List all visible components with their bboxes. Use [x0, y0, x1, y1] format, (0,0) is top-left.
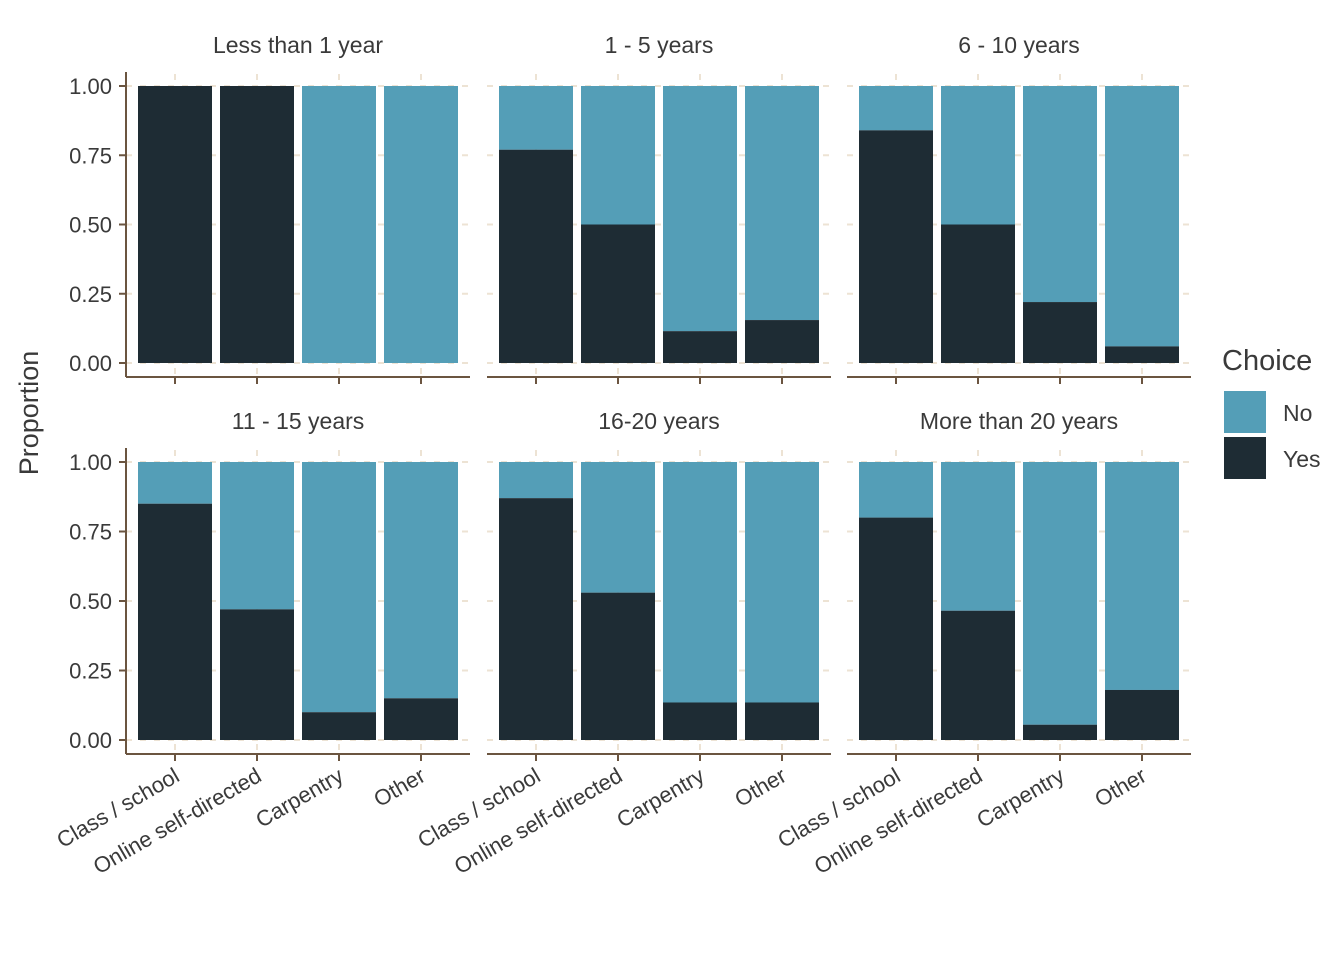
y-tick-label: 0.25 — [69, 282, 112, 307]
y-tick-label: 0.25 — [69, 659, 112, 684]
bar-yes — [859, 517, 933, 740]
bar-no — [220, 462, 294, 610]
bar-no — [581, 86, 655, 225]
facet-title: 1 - 5 years — [605, 32, 714, 58]
y-tick-label: 0.00 — [69, 728, 112, 753]
bar-no — [138, 462, 212, 504]
bar-yes — [941, 610, 1015, 740]
bar-no — [499, 86, 573, 150]
bar-yes — [581, 592, 655, 740]
bar-no — [859, 86, 933, 131]
bar-no — [302, 86, 376, 363]
bar-no — [581, 462, 655, 593]
bar-no — [859, 462, 933, 518]
x-tick-label: Other — [369, 763, 429, 812]
x-tick-label: Carpentry — [972, 763, 1068, 833]
bar-no — [384, 462, 458, 699]
bar-yes — [663, 331, 737, 363]
bar-yes — [1105, 346, 1179, 363]
bar-no — [384, 86, 458, 363]
legend-swatch — [1224, 437, 1266, 479]
bar-no — [1023, 462, 1097, 725]
y-tick-label: 0.75 — [69, 520, 112, 545]
legend-label: Yes — [1283, 446, 1321, 472]
bar-no — [941, 86, 1015, 225]
bar-no — [499, 462, 573, 499]
bar-yes — [1023, 724, 1097, 740]
bar-yes — [220, 86, 294, 363]
y-tick-label: 0.50 — [69, 213, 112, 238]
y-tick-label: 0.50 — [69, 589, 112, 614]
bar-no — [745, 462, 819, 703]
bar-yes — [663, 702, 737, 740]
x-tick-label: Carpentry — [251, 763, 347, 833]
bar-yes — [1023, 302, 1097, 363]
y-tick-label: 0.75 — [69, 143, 112, 168]
bar-yes — [745, 702, 819, 740]
bar-yes — [941, 224, 1015, 363]
legend-title: Choice — [1222, 345, 1312, 377]
bar-yes — [499, 149, 573, 363]
bar-no — [663, 86, 737, 332]
bar-no — [745, 86, 819, 321]
bar-yes — [138, 86, 212, 363]
bar-yes — [384, 698, 458, 740]
facet-title: 16-20 years — [598, 408, 719, 434]
facet-title: 11 - 15 years — [232, 408, 365, 434]
legend-label: No — [1283, 400, 1312, 426]
x-tick-label: Carpentry — [612, 763, 708, 833]
facet-title: 6 - 10 years — [958, 32, 1079, 58]
y-tick-label: 0.00 — [69, 351, 112, 376]
x-tick-label: Other — [730, 763, 790, 812]
bar-yes — [302, 712, 376, 740]
bar-yes — [745, 320, 819, 363]
bar-yes — [581, 224, 655, 363]
bar-no — [1105, 462, 1179, 690]
bar-no — [663, 462, 737, 703]
bar-yes — [499, 498, 573, 740]
facet-title: Less than 1 year — [213, 32, 383, 58]
y-tick-label: 1.00 — [69, 450, 112, 475]
bar-no — [302, 462, 376, 713]
legend-swatch — [1224, 391, 1266, 433]
bar-yes — [859, 130, 933, 363]
bar-no — [1023, 86, 1097, 303]
bar-no — [1105, 86, 1179, 347]
x-tick-label: Other — [1090, 763, 1150, 812]
bar-yes — [1105, 689, 1179, 740]
y-tick-label: 1.00 — [69, 74, 112, 99]
y-axis-label: Proportion — [14, 351, 44, 476]
bar-yes — [220, 609, 294, 740]
bar-yes — [138, 503, 212, 740]
facet-title: More than 20 years — [920, 408, 1118, 434]
bar-no — [941, 462, 1015, 611]
